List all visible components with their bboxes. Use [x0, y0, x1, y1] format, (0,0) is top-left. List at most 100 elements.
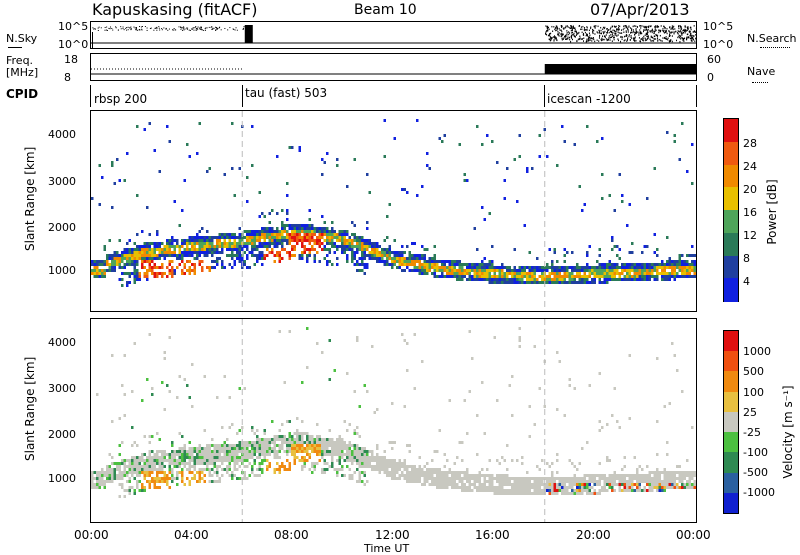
heat-cell	[531, 269, 534, 272]
heat-cell	[241, 257, 244, 260]
heat-cell	[289, 146, 292, 149]
nsearch-dot	[616, 35, 617, 37]
heat-cell	[331, 453, 334, 456]
heat-cell	[551, 281, 554, 284]
heat-cell	[244, 465, 247, 468]
heat-cell	[596, 260, 599, 263]
heat-cell	[164, 248, 167, 251]
heat-cell	[501, 486, 504, 489]
heat-cell	[326, 260, 329, 263]
heat-cell	[614, 245, 617, 248]
heat-cell	[226, 236, 229, 239]
heat-cell	[191, 447, 194, 450]
heat-cell	[299, 233, 302, 236]
nsearch-dot	[606, 34, 607, 36]
nsky-dot	[213, 28, 214, 29]
heat-cell	[284, 227, 287, 230]
nsky-dot	[122, 28, 123, 29]
heat-cell	[431, 263, 434, 266]
heat-cell	[674, 260, 677, 263]
heat-cell	[536, 483, 539, 486]
nsearch-dot	[555, 30, 556, 32]
heat-cell	[154, 462, 157, 465]
heat-cell	[136, 483, 139, 486]
heat-cell	[694, 269, 697, 272]
nsky-dot	[104, 30, 105, 31]
heat-cell	[649, 266, 652, 269]
heat-cell	[139, 278, 142, 281]
heat-cell	[219, 444, 222, 447]
velocity-heatmap	[91, 319, 696, 522]
nsearch-dot	[572, 30, 573, 32]
nsky-dot	[178, 26, 179, 27]
heat-cell	[429, 167, 432, 170]
heat-cell	[269, 444, 272, 447]
heat-cell	[386, 459, 389, 462]
heat-cell	[344, 242, 347, 245]
heat-cell	[601, 281, 604, 284]
heat-cell	[266, 468, 269, 471]
heat-cell	[229, 465, 232, 468]
heat-cell	[136, 480, 139, 483]
xtick-3: 12:00	[375, 529, 410, 541]
heat-cell	[421, 360, 424, 363]
heat-cell	[524, 486, 527, 489]
heat-cell	[266, 254, 269, 257]
heat-cell	[499, 477, 502, 480]
heat-cell	[294, 459, 297, 462]
heat-cell	[574, 492, 577, 495]
heat-cell	[451, 471, 454, 474]
heat-cell	[129, 248, 132, 251]
heat-cell	[176, 474, 179, 477]
heat-cell	[146, 248, 149, 251]
heat-cell	[431, 480, 434, 483]
heat-cell	[391, 260, 394, 263]
heat-cell	[144, 459, 147, 462]
heat-cell	[269, 242, 272, 245]
heat-cell	[581, 209, 584, 212]
heat-cell	[426, 164, 429, 167]
heat-cell	[351, 459, 354, 462]
heat-cell	[276, 155, 279, 158]
heat-cell	[134, 459, 137, 462]
heat-cell	[121, 471, 124, 474]
heat-cell	[486, 486, 489, 489]
heat-cell	[116, 251, 119, 254]
heat-cell	[281, 233, 284, 236]
heat-cell	[201, 468, 204, 471]
heat-cell	[366, 453, 369, 456]
heat-cell	[176, 462, 179, 465]
heat-cell	[134, 266, 137, 269]
heat-cell	[306, 248, 309, 251]
heat-cell	[526, 486, 529, 489]
heat-cell	[376, 245, 379, 248]
heat-cell	[499, 275, 502, 278]
heat-cell	[331, 444, 334, 447]
nsearch-dot	[618, 27, 619, 29]
heat-cell	[549, 492, 552, 495]
heat-cell	[229, 239, 232, 242]
heat-cell	[274, 453, 277, 456]
heat-cell	[126, 251, 129, 254]
heat-cell	[334, 369, 337, 372]
heat-cell	[496, 269, 499, 272]
xtick-2: 08:00	[274, 529, 309, 541]
heat-cell	[129, 477, 132, 480]
heat-cell	[666, 278, 669, 281]
heat-cell	[514, 281, 517, 284]
nsearch-dot	[573, 33, 574, 35]
heat-cell	[109, 257, 112, 260]
heat-cell	[244, 447, 247, 450]
heat-cell	[276, 242, 279, 245]
heat-cell	[456, 486, 459, 489]
heat-cell	[356, 242, 359, 245]
heat-cell	[216, 257, 219, 260]
heat-cell	[339, 462, 342, 465]
nsky-dot	[211, 29, 212, 30]
heat-cell	[219, 239, 222, 242]
heat-cell	[626, 272, 629, 275]
heat-cell	[606, 423, 609, 426]
power-heatmap	[91, 111, 696, 311]
heat-cell	[659, 486, 662, 489]
heat-cell	[114, 263, 117, 266]
